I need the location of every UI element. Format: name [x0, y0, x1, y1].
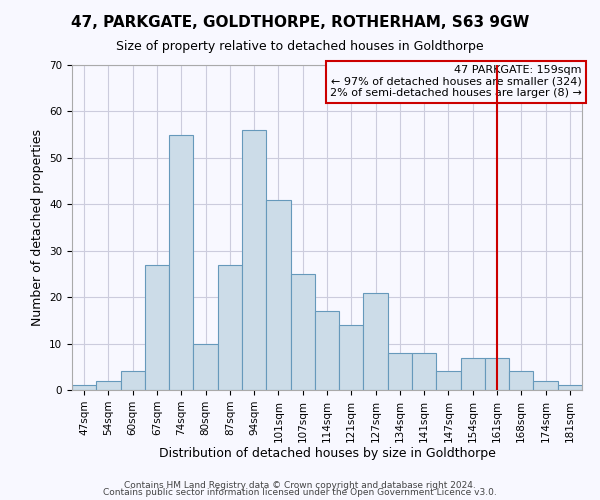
Bar	[509, 372, 533, 390]
Bar	[169, 134, 193, 390]
Bar	[121, 372, 145, 390]
X-axis label: Distribution of detached houses by size in Goldthorpe: Distribution of detached houses by size …	[158, 448, 496, 460]
Bar	[266, 200, 290, 390]
Bar	[485, 358, 509, 390]
Bar	[364, 292, 388, 390]
Bar	[339, 325, 364, 390]
Text: Size of property relative to detached houses in Goldthorpe: Size of property relative to detached ho…	[116, 40, 484, 53]
Bar	[242, 130, 266, 390]
Bar	[558, 386, 582, 390]
Bar	[193, 344, 218, 390]
Text: 47 PARKGATE: 159sqm
← 97% of detached houses are smaller (324)
2% of semi-detach: 47 PARKGATE: 159sqm ← 97% of detached ho…	[330, 65, 582, 98]
Text: 47, PARKGATE, GOLDTHORPE, ROTHERHAM, S63 9GW: 47, PARKGATE, GOLDTHORPE, ROTHERHAM, S63…	[71, 15, 529, 30]
Bar	[436, 372, 461, 390]
Bar	[412, 353, 436, 390]
Y-axis label: Number of detached properties: Number of detached properties	[31, 129, 44, 326]
Bar	[461, 358, 485, 390]
Bar	[388, 353, 412, 390]
Bar	[290, 274, 315, 390]
Text: Contains public sector information licensed under the Open Government Licence v3: Contains public sector information licen…	[103, 488, 497, 497]
Bar	[96, 380, 121, 390]
Bar	[218, 264, 242, 390]
Bar	[533, 380, 558, 390]
Bar	[145, 264, 169, 390]
Text: Contains HM Land Registry data © Crown copyright and database right 2024.: Contains HM Land Registry data © Crown c…	[124, 480, 476, 490]
Bar	[72, 386, 96, 390]
Bar	[315, 311, 339, 390]
